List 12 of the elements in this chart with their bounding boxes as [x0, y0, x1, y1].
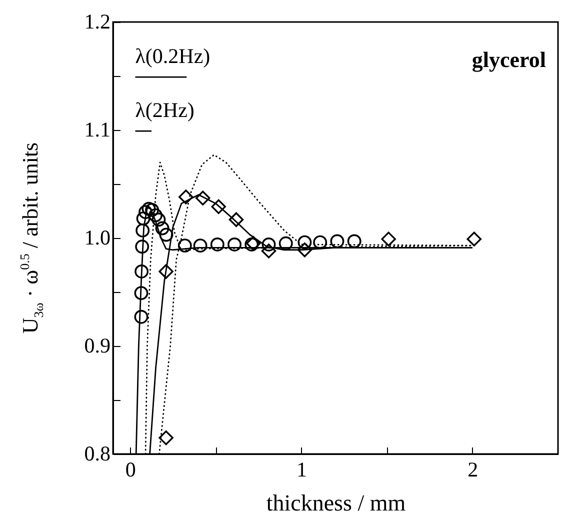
x-tick-label: 0: [125, 458, 136, 482]
y-tick-label: 1.1: [84, 118, 110, 142]
y-tick-label: 1.2: [84, 10, 110, 34]
x-tick-label: 1: [296, 458, 308, 482]
y-tick-label: 0.9: [84, 334, 110, 358]
annotation: λ(0.2Hz): [135, 44, 210, 68]
y-tick-label: 0.8: [84, 442, 110, 466]
y-tick-label: 1.0: [84, 226, 110, 250]
annotation: λ(2Hz): [135, 98, 194, 122]
annotation: glycerol: [472, 47, 546, 72]
x-axis-title: thickness / mm: [266, 490, 406, 516]
x-tick-label: 2: [468, 458, 478, 482]
